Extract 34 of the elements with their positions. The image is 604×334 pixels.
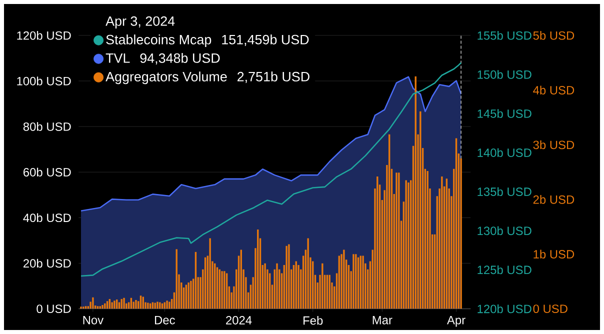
y3-tick-label: 5b USD	[533, 31, 574, 40]
y3-tick-label: 1b USD	[534, 250, 574, 258]
y2-tick-label: 130b USD	[478, 226, 532, 236]
legend-label: Stablecoins Mcap	[106, 34, 212, 48]
y-tick-label: 100b USD	[17, 76, 71, 86]
y3-tick-label: 4b USD	[533, 86, 574, 94]
x-tick-label: Dec	[155, 316, 175, 324]
legend-label: TVL	[106, 54, 130, 63]
y-tick-label: 20b USD	[24, 258, 71, 268]
legend-title: Apr 3, 2024	[106, 16, 175, 29]
y2-tick-label: 140b USD	[478, 148, 532, 157]
y2-tick-label: 155b USD	[478, 31, 532, 40]
y-tick-label: 60b USD	[24, 168, 71, 176]
legend-label: Aggregators Volume	[106, 72, 227, 84]
y2-tick-label: 135b USD	[478, 187, 532, 196]
x-tick-label: Nov	[83, 316, 104, 324]
annotation: 94,348b USD	[140, 53, 220, 65]
y-tick-label: 80b USD	[23, 122, 71, 131]
y-tick-label: 120b USD	[17, 31, 71, 40]
y2-tick-label: 145b USD	[478, 109, 532, 118]
y2-tick-label: 125b USD	[478, 265, 532, 274]
y3-tick-label: 3b USD	[533, 140, 574, 150]
x-tick-label: Mar	[372, 316, 392, 324]
y3-tick-label: 2b USD	[533, 195, 574, 204]
annotation: 2,751b USD	[238, 72, 310, 84]
y-tick-label: 40b USD	[23, 213, 71, 222]
x-tick-label: Feb	[304, 316, 323, 325]
x-tick-label: Apr	[446, 316, 466, 327]
annotation: 151,459b USD	[222, 34, 309, 46]
y-tick-label: 0 USD	[36, 304, 71, 314]
y2-tick-label: 120b USD	[478, 304, 532, 314]
x-tick-label: 2024	[226, 316, 252, 324]
y3-tick-label: 0 USD	[533, 304, 568, 314]
y2-tick-label: 150b USD	[478, 70, 532, 79]
